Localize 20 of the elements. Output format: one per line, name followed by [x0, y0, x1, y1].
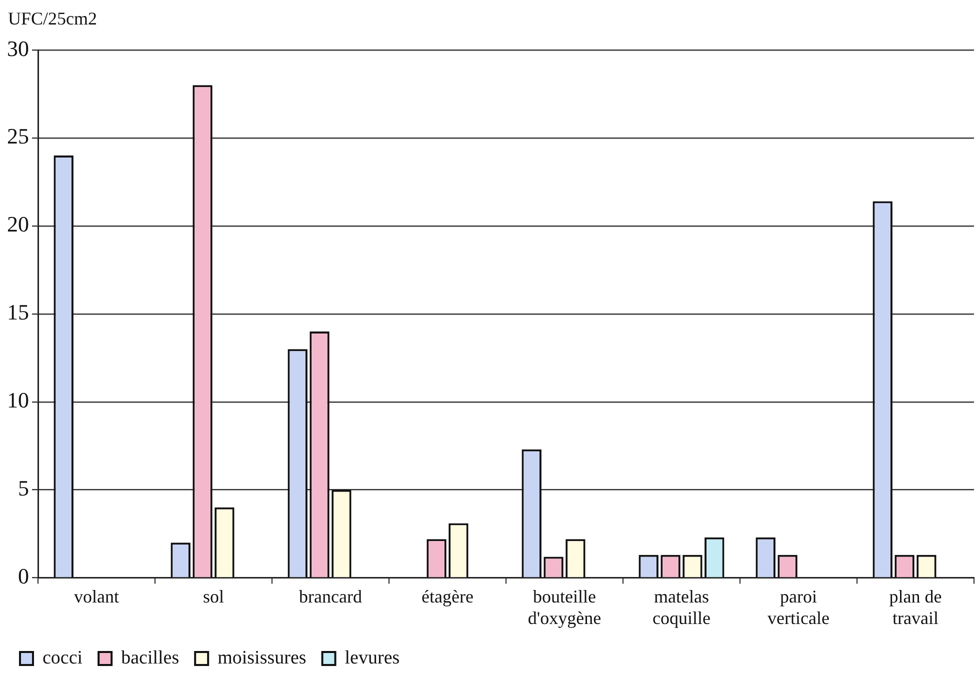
y-tick-label: 20: [7, 212, 29, 237]
legend-label: cocci: [42, 647, 83, 668]
x-tick-label: brancard: [299, 586, 362, 606]
y-tick-label: 30: [7, 36, 29, 61]
x-tick-label: plan de travail: [889, 586, 942, 628]
legend-label: levures: [344, 647, 400, 668]
y-tick-label: 10: [7, 388, 29, 413]
x-tick-label: paroi verticale: [768, 586, 830, 628]
x-tick-label: sol: [202, 586, 224, 606]
legend-label: bacilles: [121, 647, 180, 668]
y-tick-label: 0: [18, 564, 29, 589]
y-axis-title: UFC/25cm2: [8, 8, 98, 29]
y-tick-label: 15: [7, 300, 29, 325]
x-tick-label: étagère: [422, 586, 474, 606]
y-tick-label: 25: [7, 124, 29, 149]
x-tick-label: volant: [74, 586, 119, 606]
y-tick-label: 5: [18, 476, 29, 501]
x-tick-label: matelas coquille: [652, 586, 710, 628]
legend-label: moisissures: [218, 647, 306, 668]
x-tick-label: bouteille d'oxygène: [528, 586, 602, 628]
